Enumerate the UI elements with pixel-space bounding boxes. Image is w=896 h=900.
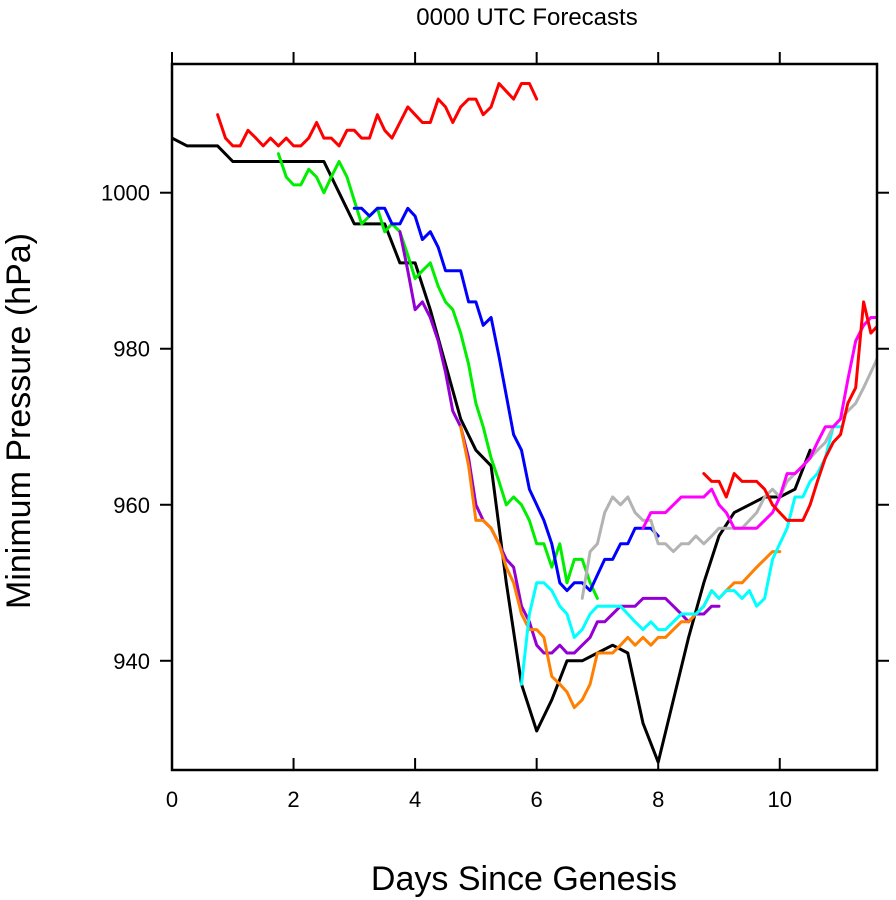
series-line-10	[702, 300, 877, 522]
series-line-9	[641, 316, 877, 530]
y-axis: 940 960 980 1000	[101, 181, 889, 674]
x-axis-title: Days Since Genesis	[371, 860, 677, 898]
series-line-3	[276, 152, 599, 600]
series-line-6	[459, 425, 782, 710]
series-line-8	[580, 355, 877, 600]
y-tick-label: 940	[113, 649, 150, 674]
series-line-4	[352, 206, 660, 593]
x-tick-label: 4	[409, 787, 421, 812]
series-line-7	[520, 425, 842, 686]
y-axis-title: Minimum Pressure (hPa)	[0, 233, 38, 609]
x-tick-label: 2	[287, 787, 299, 812]
series-line-5	[398, 230, 721, 655]
plot-frame	[170, 62, 879, 772]
series-line-2	[216, 82, 539, 148]
x-tick-label: 0	[166, 787, 178, 812]
y-tick-label: 1000	[101, 181, 150, 206]
chart-title: 0000 UTC Forecasts	[416, 4, 637, 31]
y-tick-label: 980	[113, 337, 150, 362]
y-tick-label: 960	[113, 493, 150, 518]
x-tick-label: 6	[531, 787, 543, 812]
x-tick-label: 10	[768, 787, 792, 812]
x-axis: 0 2 4 6 8 10	[166, 52, 792, 812]
series-line-1	[172, 136, 812, 764]
series-layer	[172, 82, 877, 764]
x-tick-label: 8	[652, 787, 664, 812]
